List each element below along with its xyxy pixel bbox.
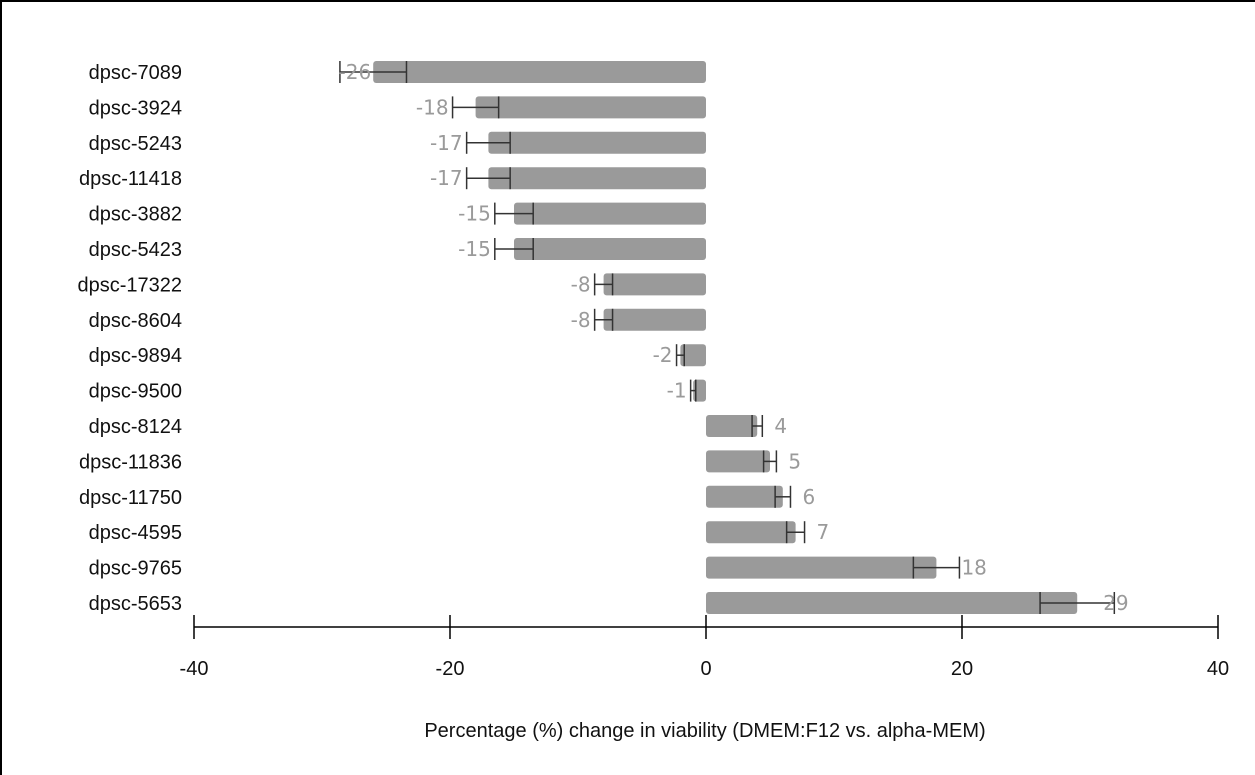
- category-labels: dpsc-7089 dpsc-3924 dpsc-5243 dpsc-11418 dps…: [77, 62, 182, 615]
- bar-dpsc-3924: [475, 96, 706, 119]
- x-axis-title: Percentage (%) change in viability (DMEM…: [424, 720, 985, 742]
- value-label: 7: [817, 520, 830, 544]
- error-bar-dpsc-5653: [1039, 592, 1116, 614]
- bar-dpsc-8604: [603, 308, 706, 331]
- value-label: -1: [667, 379, 687, 403]
- bar-dpsc-9894: [680, 344, 706, 367]
- category-label: dpsc-4595: [89, 522, 182, 544]
- bar-dpsc-7089: [373, 61, 706, 83]
- category-label: dpsc-8604: [89, 310, 182, 332]
- value-label: -26: [339, 60, 372, 84]
- category-label: dpsc-9894: [89, 345, 182, 367]
- x-tick-label: 20: [951, 658, 973, 680]
- bar-dpsc-9765: [706, 556, 937, 579]
- category-label: dpsc-3924: [89, 97, 182, 119]
- error-bar-dpsc-4595: [785, 521, 806, 544]
- category-label: dpsc-3882: [89, 204, 182, 226]
- bar-dpsc-5653: [706, 592, 1078, 614]
- error-bar-dpsc-17322: [593, 273, 614, 296]
- value-label: 29: [1103, 591, 1128, 615]
- value-label: 6: [802, 485, 815, 509]
- category-label: dpsc-5243: [89, 133, 182, 155]
- bar-dpsc-4595: [706, 521, 796, 544]
- category-label: dpsc-5423: [89, 239, 182, 261]
- x-tick-label: 0: [700, 658, 711, 680]
- category-label: dpsc-5653: [89, 593, 182, 615]
- category-label: dpsc-11418: [79, 168, 182, 190]
- category-label: dpsc-7089: [89, 62, 182, 84]
- bars-layer: [373, 61, 1078, 614]
- value-label: 18: [961, 556, 986, 580]
- error-bar-dpsc-3924: [451, 96, 500, 119]
- bar-dpsc-5243: [488, 131, 706, 154]
- error-bar-dpsc-8604: [593, 308, 614, 331]
- value-label: -8: [571, 272, 591, 296]
- x-tick-label: 40: [1207, 658, 1229, 680]
- error-bar-dpsc-9765: [912, 556, 961, 579]
- bar-dpsc-3882: [514, 202, 706, 225]
- value-label: -17: [430, 166, 463, 190]
- x-tick-label: -40: [180, 658, 209, 680]
- category-label: dpsc-11750: [79, 487, 182, 509]
- error-bar-dpsc-9500: [689, 379, 697, 402]
- bar-dpsc-17322: [603, 273, 706, 296]
- value-label: -8: [571, 308, 591, 332]
- value-label: -2: [653, 343, 673, 367]
- bar-dpsc-11836: [706, 450, 770, 473]
- error-bar-dpsc-11836: [762, 450, 778, 473]
- error-bar-dpsc-5423: [494, 238, 534, 260]
- x-axis: -40 -20 0 20 40: [180, 615, 1229, 680]
- bar-dpsc-11750: [706, 485, 783, 508]
- value-label: -18: [416, 95, 449, 119]
- value-label: -17: [430, 131, 463, 155]
- value-label: 5: [788, 449, 801, 473]
- error-bar-dpsc-11418: [465, 167, 511, 190]
- value-label: -15: [458, 237, 491, 261]
- value-label: -15: [458, 202, 491, 226]
- category-label: dpsc-9765: [89, 558, 182, 580]
- error-bar-dpsc-5243: [465, 131, 511, 154]
- category-label: dpsc-17322: [77, 274, 182, 296]
- category-label: dpsc-8124: [89, 416, 182, 438]
- category-label: dpsc-11836: [79, 451, 182, 473]
- bar-dpsc-8124: [706, 415, 758, 437]
- error-bar-dpsc-11750: [774, 485, 792, 508]
- error-bar-dpsc-3882: [494, 202, 534, 225]
- x-tick-label: -20: [436, 658, 465, 680]
- value-label: 4: [774, 414, 787, 438]
- bar-dpsc-5423: [514, 238, 706, 260]
- category-label: dpsc-9500: [89, 381, 182, 403]
- error-bars-layer: [339, 61, 1116, 614]
- error-bar-dpsc-7089: [339, 61, 408, 83]
- bar-dpsc-11418: [488, 167, 706, 190]
- error-bar-dpsc-8124: [751, 415, 764, 437]
- error-bar-dpsc-9894: [675, 344, 685, 367]
